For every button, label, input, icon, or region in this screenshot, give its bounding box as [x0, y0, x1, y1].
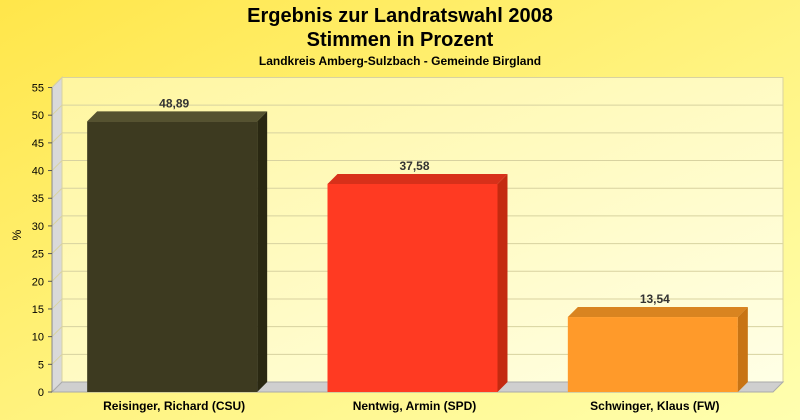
gridline [51, 160, 783, 171]
bar-2 [327, 183, 498, 392]
y-tick-label: 25 [32, 249, 44, 261]
y-tick-label: 30 [32, 221, 44, 233]
y-axis-ticks: 0 5 10 15 20 25 30 35 40 45 50 55 [32, 83, 52, 399]
gridline [51, 132, 783, 144]
category-label-2: Nentwig, Armin (SPD) [353, 399, 477, 413]
y-tick-label: 55 [32, 83, 44, 95]
bar-3 [567, 317, 738, 392]
bar-1 [87, 121, 258, 392]
y-axis-label: % [10, 229, 24, 240]
y-tick-label: 0 [38, 387, 44, 399]
bars-group [87, 111, 748, 392]
gridline [51, 187, 783, 199]
bar-top-2 [327, 173, 508, 184]
gridline [51, 104, 783, 116]
y-tick-label: 10 [32, 332, 44, 344]
category-label-1: Reisinger, Richard (CSU) [103, 399, 245, 413]
chart-subtitle-main: Stimmen in Prozent [307, 29, 494, 51]
bar-side-2 [497, 173, 508, 392]
y-tick-label: 50 [32, 110, 44, 122]
gridline [51, 298, 783, 310]
y-tick-label: 15 [32, 304, 44, 316]
category-label-3: Schwinger, Klaus (FW) [590, 399, 719, 413]
y-tick-label: 35 [32, 193, 44, 205]
bar-top-1 [87, 111, 268, 122]
gridline [51, 215, 783, 227]
value-labels: 48,89 37,58 13,54 [159, 96, 670, 306]
chart-subtitle: Landkreis Amberg-Sulzbach - Gemeinde Bir… [259, 54, 541, 68]
y-tick-label: 5 [38, 359, 44, 371]
gridline [51, 270, 783, 282]
y-tick-label: 20 [32, 276, 44, 288]
bar-top-3 [567, 307, 748, 318]
x-axis-labels: Reisinger, Richard (CSU) Nentwig, Armin (… [103, 399, 719, 413]
gridline [51, 243, 783, 254]
bar-side-1 [257, 111, 268, 392]
gridline [51, 353, 783, 365]
left-wall [51, 76, 63, 394]
value-label-3: 13,54 [640, 292, 670, 306]
value-label-1: 48,89 [159, 96, 189, 110]
y-tick-label: 45 [32, 138, 44, 150]
gridline [51, 326, 783, 337]
chart-title: Ergebnis zur Landratswahl 2008 [247, 5, 553, 27]
gridline [51, 77, 783, 88]
value-label-2: 37,58 [399, 159, 429, 173]
y-tick-label: 40 [32, 166, 44, 178]
bar-side-3 [737, 307, 748, 392]
